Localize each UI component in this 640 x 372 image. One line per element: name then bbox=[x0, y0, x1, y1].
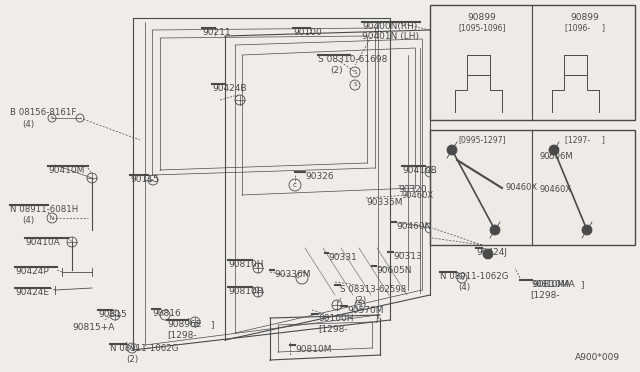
Text: N 08911-1062G: N 08911-1062G bbox=[110, 344, 179, 353]
Text: 90896E: 90896E bbox=[167, 320, 202, 329]
Text: B 08156-8161F: B 08156-8161F bbox=[10, 108, 76, 117]
Text: ]: ] bbox=[580, 280, 584, 289]
Text: 90335M: 90335M bbox=[366, 198, 403, 207]
Text: [0995-1297]: [0995-1297] bbox=[458, 135, 506, 144]
Text: J: J bbox=[375, 314, 378, 323]
Text: 90810MA: 90810MA bbox=[532, 280, 572, 289]
Text: [1096-     ]: [1096- ] bbox=[565, 23, 605, 32]
Text: 90460N: 90460N bbox=[396, 222, 431, 231]
Text: 90401N (LH): 90401N (LH) bbox=[362, 32, 419, 41]
Text: 90320: 90320 bbox=[398, 185, 427, 194]
Text: (4): (4) bbox=[458, 283, 470, 292]
Text: 90899: 90899 bbox=[468, 13, 497, 22]
Text: 90100H: 90100H bbox=[318, 314, 353, 323]
Text: (2): (2) bbox=[354, 296, 366, 305]
Text: S: S bbox=[358, 302, 362, 308]
Text: 90424P: 90424P bbox=[15, 267, 49, 276]
Text: 90460X: 90460X bbox=[505, 183, 537, 192]
Text: 90331: 90331 bbox=[328, 253, 356, 262]
Text: ]: ] bbox=[210, 320, 214, 329]
Text: 90100: 90100 bbox=[293, 28, 322, 37]
Text: S 08310-61698: S 08310-61698 bbox=[318, 55, 387, 64]
Text: 90336M: 90336M bbox=[274, 270, 310, 279]
Text: (2): (2) bbox=[126, 355, 138, 364]
Text: [1297-     ]: [1297- ] bbox=[565, 135, 605, 144]
Text: 90460X: 90460X bbox=[402, 190, 434, 199]
Text: 90815: 90815 bbox=[98, 310, 127, 319]
Text: (4): (4) bbox=[22, 216, 34, 225]
Text: 90326: 90326 bbox=[305, 172, 333, 181]
Text: 90313: 90313 bbox=[393, 252, 422, 261]
Text: 90424E: 90424E bbox=[15, 288, 49, 297]
Text: (4): (4) bbox=[22, 120, 34, 129]
Text: [1298-: [1298- bbox=[167, 330, 196, 339]
Text: B: B bbox=[51, 116, 53, 120]
Text: N: N bbox=[130, 346, 134, 350]
Text: N: N bbox=[50, 215, 54, 221]
Circle shape bbox=[490, 225, 500, 235]
Text: 90115: 90115 bbox=[130, 175, 159, 184]
Text: 90460X: 90460X bbox=[540, 186, 572, 195]
Circle shape bbox=[447, 145, 457, 155]
Text: 90815+A: 90815+A bbox=[72, 323, 115, 332]
FancyBboxPatch shape bbox=[430, 5, 635, 120]
Text: 90810H: 90810H bbox=[228, 287, 264, 296]
Text: S: S bbox=[353, 83, 356, 87]
Text: [1298-: [1298- bbox=[318, 324, 348, 333]
Text: [1298-: [1298- bbox=[530, 290, 559, 299]
Text: 90410A: 90410A bbox=[25, 238, 60, 247]
Circle shape bbox=[483, 249, 493, 259]
Text: 90810H: 90810H bbox=[228, 260, 264, 269]
Text: N: N bbox=[460, 276, 464, 280]
Text: 90899: 90899 bbox=[571, 13, 600, 22]
Text: 90410B: 90410B bbox=[402, 166, 436, 175]
Text: c: c bbox=[293, 182, 297, 188]
Text: 90810MA: 90810MA bbox=[532, 280, 575, 289]
Text: (2): (2) bbox=[330, 66, 342, 75]
Text: 90816: 90816 bbox=[152, 309, 180, 318]
Text: 90506M: 90506M bbox=[540, 152, 573, 161]
Text: 90570M: 90570M bbox=[347, 306, 383, 315]
Text: S 08313-62598: S 08313-62598 bbox=[340, 285, 406, 294]
Text: 90424J: 90424J bbox=[476, 248, 507, 257]
Text: 90410M: 90410M bbox=[48, 166, 84, 175]
Text: N 08911-1062G: N 08911-1062G bbox=[440, 272, 509, 281]
Circle shape bbox=[582, 225, 592, 235]
Text: A900*009: A900*009 bbox=[575, 353, 620, 362]
Text: 90211: 90211 bbox=[202, 28, 230, 37]
Text: S: S bbox=[353, 70, 356, 74]
Text: 90400N(RH): 90400N(RH) bbox=[362, 22, 417, 31]
Circle shape bbox=[549, 145, 559, 155]
Text: N 08911-6081H: N 08911-6081H bbox=[10, 205, 78, 214]
Text: 90810M: 90810M bbox=[295, 345, 332, 354]
Text: 90605N: 90605N bbox=[376, 266, 412, 275]
Text: 90424B: 90424B bbox=[212, 84, 246, 93]
Text: [1095-1096]: [1095-1096] bbox=[458, 23, 506, 32]
FancyBboxPatch shape bbox=[430, 130, 635, 245]
